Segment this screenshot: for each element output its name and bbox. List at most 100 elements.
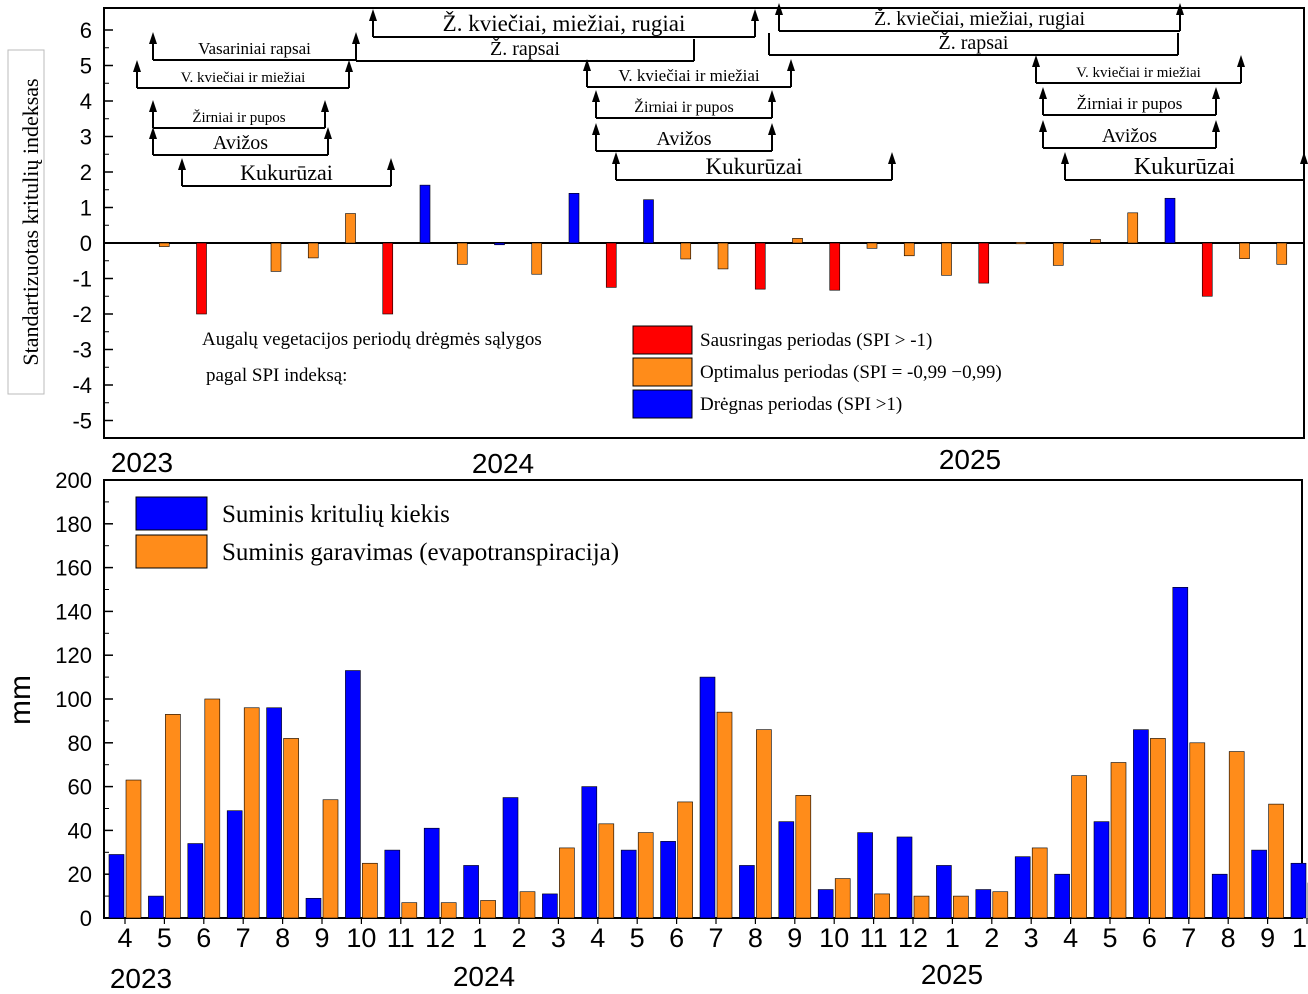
crop-period-label: Kukurūzai: [1134, 154, 1236, 180]
precipitation-bar: [148, 896, 163, 918]
evaporation-bar: [284, 738, 299, 918]
mm-y-tick-label: 60: [68, 775, 92, 800]
precipitation-bar: [1094, 822, 1109, 918]
spi-chart: -5 -4 -3 -2 -1 0 1 2 3 4 5 6 Standartizuotas krituli…: [8, 3, 1308, 479]
evaporation-bar: [362, 863, 377, 918]
evaporation-bar: [1072, 776, 1087, 918]
crop-period-arrowhead: [768, 123, 776, 135]
spi-bar: [271, 243, 281, 271]
crop-period-label: V. kviečiai ir miežiai: [181, 70, 306, 86]
spi-bar: [1277, 243, 1287, 264]
crop-period-arrowhead: [1212, 120, 1220, 132]
crop-period-arrowhead: [324, 127, 332, 139]
mm-x-tick-label: 12: [425, 923, 455, 953]
spi-bar: [979, 243, 989, 283]
spi-bar: [867, 243, 877, 248]
evaporation-bar: [205, 699, 220, 918]
crop-period-bracket: V. kviečiai ir miežiai: [583, 59, 795, 87]
spi-bar: [793, 238, 803, 243]
mm-y-tick-label: 0: [80, 906, 92, 931]
precipitation-chart: 020406080100120140160180200mm4 5 6 7 8 9 10 11 1…: [4, 468, 1308, 994]
crop-period-arrowhead: [768, 90, 776, 102]
evaporation-bar: [835, 879, 850, 918]
spi-legend-swatch: [633, 390, 692, 418]
crop-period-label: V. kviečiai ir miežiai: [618, 66, 760, 85]
crop-period-bracket: Kukurūzai: [612, 152, 896, 180]
spi-y-tick-label: 4: [80, 89, 92, 114]
evaporation-bar: [1150, 738, 1165, 918]
evaporation-bar: [1111, 763, 1126, 918]
spi-bar: [532, 243, 542, 274]
mm-x-tick-label: 6: [669, 923, 684, 953]
mm-x-tick-label: 11: [860, 923, 888, 953]
crop-period-label: Žirniai ir pupos: [1077, 94, 1183, 113]
crop-period-bracket: Ž. rapsai: [356, 37, 694, 61]
mm-year-label: 2024: [453, 961, 515, 992]
spi-legend-label: Optimalus periodas (SPI = -0,99 −0,99): [700, 362, 1002, 383]
spi-y-tick-label: 5: [80, 54, 92, 79]
precipitation-bar: [345, 671, 360, 918]
precipitation-bar: [779, 822, 794, 918]
spi-bar: [495, 243, 505, 245]
spi-bar: [1053, 243, 1063, 265]
evaporation-bar: [323, 800, 338, 918]
crop-period-arrowhead: [751, 9, 759, 21]
evaporation-bar: [1190, 743, 1205, 918]
spi-bar: [159, 243, 169, 247]
precipitation-bar: [1133, 730, 1148, 918]
mm-x-tick-label: 4: [590, 923, 605, 953]
mm-y-tick-label: 120: [55, 643, 92, 668]
spi-bar: [904, 243, 914, 256]
mm-y-tick-label: 160: [55, 556, 92, 581]
precipitation-bar: [1015, 857, 1030, 918]
mm-y-axis-label: mm: [4, 675, 37, 725]
evaporation-bar: [993, 892, 1008, 918]
crop-period-arrowhead: [345, 60, 353, 72]
spi-y-tick-label: -2: [72, 302, 92, 327]
mm-x-tick-label: 9: [314, 923, 329, 953]
evaporation-bar: [1269, 804, 1284, 918]
crop-period-arrowhead: [1300, 152, 1308, 164]
crop-period-arrowhead: [1039, 87, 1047, 99]
mm-y-tick-label: 80: [68, 731, 92, 756]
mm-x-tick-label: 2: [984, 923, 999, 953]
mm-x-tick-label: 7: [708, 923, 723, 953]
evaporation-bar: [520, 892, 535, 918]
evaporation-bar: [953, 896, 968, 918]
precipitation-bar: [503, 798, 518, 918]
precipitation-bar: [542, 894, 557, 918]
spi-bar: [346, 214, 356, 243]
crop-period-label: Avižos: [1102, 125, 1157, 147]
precipitation-bar: [1173, 587, 1188, 918]
mm-y-tick-label: 40: [68, 818, 92, 843]
spi-y-tick-label: -3: [72, 338, 92, 363]
spi-bar: [830, 243, 840, 290]
spi-bar: [681, 243, 691, 259]
precipitation-bar: [818, 890, 833, 918]
spi-y-tick-label: 2: [80, 160, 92, 185]
crop-period-bracket: Ž. kviečiai, miežiai, rugiai: [369, 9, 759, 37]
precipitation-bar: [1055, 874, 1070, 918]
crop-period-arrowhead: [133, 60, 141, 72]
evaporation-bar: [756, 730, 771, 918]
precipitation-bar: [700, 677, 715, 918]
spi-bar: [606, 243, 616, 287]
crop-period-arrowhead: [178, 158, 186, 170]
evaporation-bar: [402, 903, 417, 918]
spi-bar: [457, 243, 467, 264]
evaporation-bar: [914, 896, 929, 918]
spi-bar: [718, 243, 728, 269]
crop-period-bracket: Avižos: [1039, 120, 1220, 148]
crop-period-label: V. kviečiai ir miežiai: [1076, 65, 1201, 81]
mm-x-tick-label: 11: [387, 923, 415, 953]
mm-y-tick-label: 200: [55, 468, 92, 493]
mm-x-tick-label: 12: [898, 923, 928, 953]
mm-x-tick-label: 5: [630, 923, 645, 953]
mm-x-tick-label: 6: [196, 923, 211, 953]
crop-period-arrowhead: [387, 158, 395, 170]
spi-bar: [1240, 243, 1250, 259]
mm-x-tick-label: 8: [275, 923, 290, 953]
mm-x-tick-label: 10: [1292, 923, 1308, 953]
crop-period-bracket: V. kviečiai ir miežiai: [1032, 55, 1245, 83]
spi-bar: [755, 243, 765, 289]
